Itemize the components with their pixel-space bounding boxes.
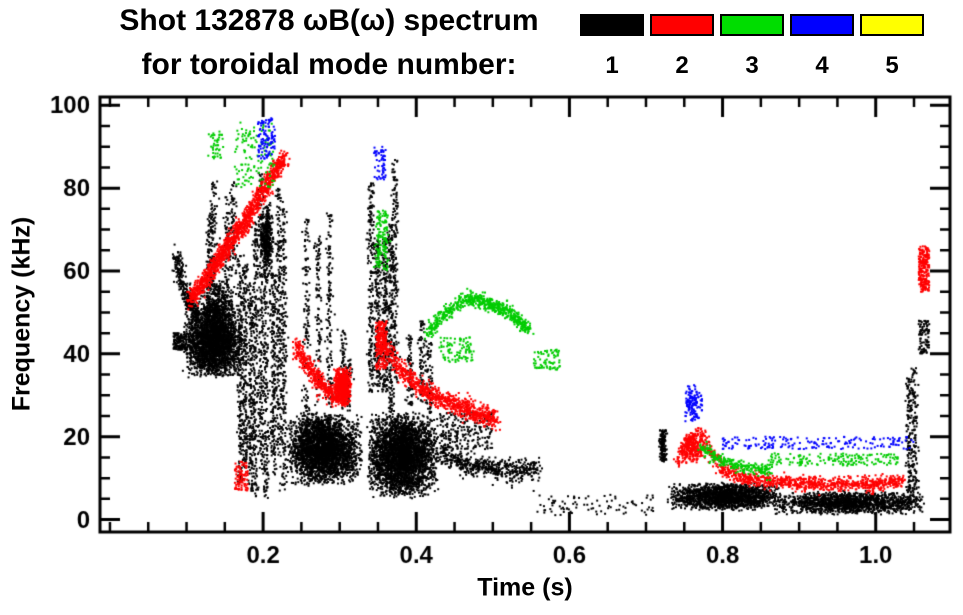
y-axis-label: Frequency (kHz) xyxy=(7,216,36,412)
legend-label-2: 2 xyxy=(675,52,689,79)
legend-swatch-5 xyxy=(860,14,924,36)
legend-label-1: 1 xyxy=(605,52,619,79)
legend-label-4: 4 xyxy=(815,52,829,79)
legend-swatch-4 xyxy=(790,14,854,36)
legend-label-5: 5 xyxy=(885,52,899,79)
legend-label-3: 3 xyxy=(745,52,759,79)
x-axis-label: Time (s) xyxy=(477,573,573,602)
chart-title-line2: for toroidal mode number: xyxy=(141,48,517,81)
legend-swatch-2 xyxy=(650,14,714,36)
chart-title-line1: Shot 132878 ωB(ω) spectrum xyxy=(119,4,539,37)
legend-swatch-1 xyxy=(580,14,644,36)
legend-swatch-3 xyxy=(720,14,784,36)
